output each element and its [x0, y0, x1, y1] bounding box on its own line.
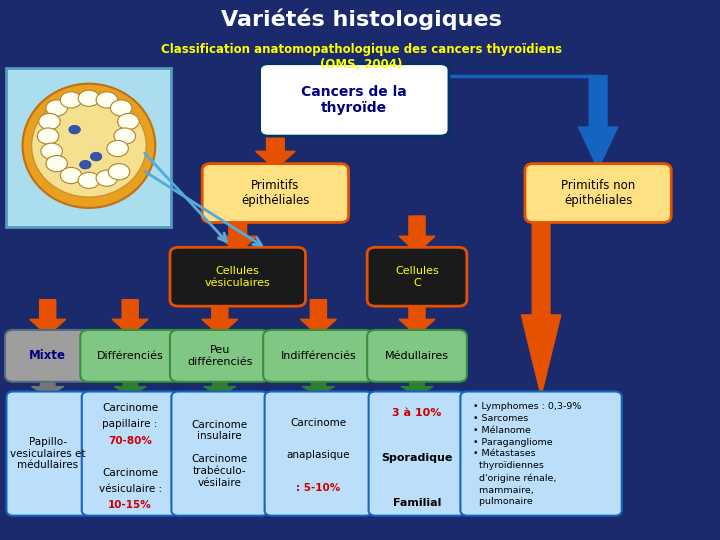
Circle shape — [37, 128, 59, 144]
Text: Mixte: Mixte — [30, 349, 66, 362]
Text: Classification anatomopathologique des cancers thyroïdiens
(OMS, 2004): Classification anatomopathologique des c… — [161, 43, 562, 71]
FancyBboxPatch shape — [265, 392, 372, 516]
FancyBboxPatch shape — [367, 247, 467, 306]
Text: 3 à 10%: 3 à 10% — [392, 408, 441, 418]
Polygon shape — [112, 300, 148, 335]
Circle shape — [117, 113, 139, 130]
Text: Papillo-
vesiculaires et
médullaires: Papillo- vesiculaires et médullaires — [10, 437, 86, 470]
Text: Familial: Familial — [393, 498, 441, 509]
Circle shape — [60, 92, 82, 108]
Polygon shape — [300, 300, 336, 335]
Polygon shape — [114, 375, 146, 396]
FancyBboxPatch shape — [171, 392, 269, 516]
Circle shape — [96, 170, 117, 186]
Polygon shape — [401, 375, 433, 396]
FancyBboxPatch shape — [82, 392, 179, 516]
FancyBboxPatch shape — [367, 330, 467, 382]
Text: Carcinome: Carcinome — [290, 418, 346, 428]
Polygon shape — [399, 216, 435, 253]
Text: Primitifs
épithéliales: Primitifs épithéliales — [241, 179, 310, 207]
Text: Sporadique: Sporadique — [382, 453, 453, 463]
Text: Cancers de la
thyroïde: Cancers de la thyroïde — [302, 85, 407, 115]
Text: Carcinome: Carcinome — [102, 468, 158, 478]
FancyBboxPatch shape — [460, 392, 622, 516]
Text: 10-15%: 10-15% — [108, 501, 152, 510]
Circle shape — [108, 164, 130, 180]
Text: Variétés histologiques: Variétés histologiques — [221, 8, 502, 30]
Text: • Lymphomes : 0,3-9%
• Sarcomes
• Mélanome
• Paragangliome
• Métastases
  thyroï: • Lymphomes : 0,3-9% • Sarcomes • Mélano… — [473, 402, 582, 507]
Text: Médullaires: Médullaires — [385, 351, 449, 361]
Circle shape — [80, 160, 91, 169]
Polygon shape — [202, 300, 238, 335]
Text: Indifférenciés: Indifférenciés — [281, 351, 356, 361]
FancyBboxPatch shape — [369, 392, 465, 516]
FancyBboxPatch shape — [170, 247, 305, 306]
Text: vésiculaire :: vésiculaire : — [99, 484, 162, 494]
Circle shape — [107, 140, 128, 157]
Circle shape — [78, 172, 99, 188]
Text: Cellules
C: Cellules C — [395, 266, 439, 287]
FancyBboxPatch shape — [6, 392, 89, 516]
Text: papillaire :: papillaire : — [102, 420, 158, 429]
Circle shape — [69, 125, 81, 134]
FancyBboxPatch shape — [525, 164, 671, 222]
Polygon shape — [30, 300, 66, 335]
Text: : 5-10%: : 5-10% — [297, 483, 341, 492]
Text: Carcinome
insulaire

Carcinome
trabéculo-
vésilaire: Carcinome insulaire Carcinome trabéculo-… — [192, 420, 248, 488]
Polygon shape — [578, 76, 618, 169]
Circle shape — [39, 113, 60, 130]
Text: Peu
différenciés: Peu différenciés — [187, 345, 253, 367]
Text: anaplasique: anaplasique — [287, 450, 350, 460]
Ellipse shape — [32, 94, 146, 197]
Circle shape — [114, 128, 135, 144]
Circle shape — [60, 167, 82, 184]
Circle shape — [78, 90, 99, 106]
Text: 70-80%: 70-80% — [108, 436, 152, 446]
Circle shape — [91, 152, 102, 161]
Circle shape — [96, 92, 117, 108]
Polygon shape — [521, 216, 561, 396]
Polygon shape — [218, 216, 258, 253]
Ellipse shape — [22, 84, 156, 208]
Text: Carcinome: Carcinome — [102, 403, 158, 413]
Polygon shape — [302, 375, 335, 396]
Circle shape — [110, 100, 132, 116]
Polygon shape — [256, 130, 295, 169]
FancyBboxPatch shape — [81, 330, 180, 382]
Text: Primitifs non
épithéliales: Primitifs non épithéliales — [561, 179, 635, 207]
Circle shape — [46, 156, 68, 172]
FancyBboxPatch shape — [170, 330, 270, 382]
Text: Cellules
vésiculaires: Cellules vésiculaires — [205, 266, 271, 287]
Polygon shape — [32, 375, 64, 396]
Polygon shape — [399, 300, 435, 335]
FancyBboxPatch shape — [5, 330, 91, 382]
Circle shape — [46, 100, 68, 116]
Polygon shape — [204, 375, 236, 396]
Circle shape — [41, 143, 63, 159]
FancyBboxPatch shape — [264, 330, 374, 382]
FancyBboxPatch shape — [202, 164, 348, 222]
FancyBboxPatch shape — [6, 68, 171, 227]
Text: Différenciés: Différenciés — [96, 351, 163, 361]
FancyBboxPatch shape — [260, 64, 449, 136]
